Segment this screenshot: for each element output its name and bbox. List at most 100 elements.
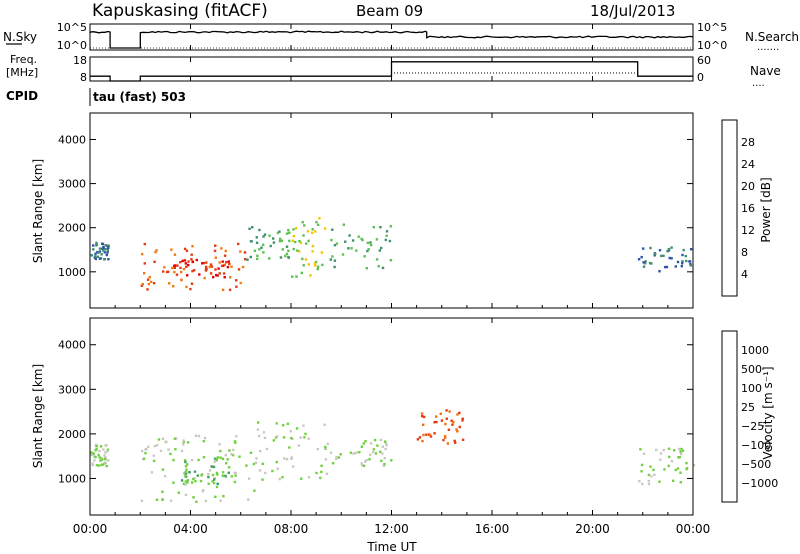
y-tick-label: 2000 — [58, 222, 86, 235]
data-cell — [330, 238, 333, 242]
data-cell — [169, 499, 173, 502]
data-cell — [153, 260, 156, 263]
data-cell — [306, 230, 310, 233]
data-cell — [647, 482, 651, 486]
power-tick-label: 8 — [741, 246, 748, 259]
data-cell — [320, 470, 323, 474]
data-cell — [98, 250, 102, 253]
data-cell — [215, 471, 219, 475]
data-cell — [329, 258, 332, 261]
data-cell — [299, 241, 303, 244]
data-cell — [315, 220, 318, 224]
data-cell — [364, 460, 367, 463]
data-cell — [216, 482, 219, 485]
data-cell — [97, 251, 100, 254]
data-cell — [344, 240, 347, 243]
data-cell — [98, 247, 102, 250]
data-cell — [183, 259, 187, 262]
data-cell — [311, 244, 315, 248]
data-cell — [658, 249, 662, 252]
data-cell — [662, 254, 665, 257]
data-cell — [264, 471, 267, 475]
data-cell — [282, 436, 286, 439]
data-cell — [323, 227, 327, 230]
data-cell — [443, 435, 447, 438]
data-cell — [174, 448, 177, 451]
data-cell — [222, 264, 225, 267]
x-tick-label: 00:00 — [676, 522, 711, 536]
data-cell — [355, 249, 358, 252]
data-cell — [195, 258, 198, 262]
data-cell — [194, 434, 198, 437]
data-cell — [365, 267, 368, 270]
data-cell — [653, 254, 656, 257]
data-cell — [298, 250, 301, 253]
data-cell — [190, 282, 194, 285]
data-cell — [350, 247, 353, 250]
data-cell — [295, 275, 298, 278]
data-cell — [154, 250, 157, 254]
data-cell — [681, 449, 685, 452]
data-cell — [218, 261, 221, 264]
data-cell — [99, 459, 102, 462]
data-cell — [167, 448, 170, 451]
data-cell — [373, 438, 377, 442]
data-cell — [247, 498, 250, 501]
data-cell — [255, 241, 259, 244]
data-cell — [271, 469, 274, 473]
data-cell — [186, 441, 190, 444]
data-cell — [216, 473, 219, 476]
data-cell — [179, 261, 182, 264]
data-cell — [152, 454, 155, 457]
sky-label: N.Sky — [3, 30, 37, 44]
data-cell — [358, 451, 361, 454]
data-cell — [104, 461, 107, 464]
data-cell — [351, 239, 355, 242]
data-cell — [655, 448, 658, 452]
data-cell — [288, 239, 291, 243]
data-cell — [222, 272, 226, 275]
data-cell — [316, 447, 319, 451]
data-cell — [107, 246, 110, 250]
data-cell — [209, 272, 213, 275]
data-cell — [456, 413, 459, 416]
data-cell — [94, 443, 98, 446]
data-cell — [195, 500, 198, 503]
data-cell — [191, 269, 194, 273]
data-cell — [285, 245, 289, 248]
data-cell — [445, 417, 448, 420]
data-cell — [101, 242, 104, 245]
data-cell — [212, 465, 216, 469]
data-cell — [637, 258, 641, 261]
data-cell — [320, 251, 324, 254]
data-cell — [104, 444, 107, 447]
data-cell — [163, 266, 166, 269]
data-cell — [383, 457, 386, 460]
data-cell — [311, 250, 314, 253]
data-cell — [228, 449, 231, 452]
data-cell — [429, 435, 433, 438]
data-cell — [208, 469, 212, 472]
data-cell — [220, 247, 223, 250]
data-cell — [214, 268, 217, 271]
data-cell — [180, 278, 183, 282]
data-cell — [388, 239, 392, 243]
data-cell — [291, 275, 294, 278]
data-cell — [278, 240, 282, 243]
data-cell — [285, 252, 289, 256]
data-cell — [303, 224, 306, 227]
data-cell — [99, 445, 103, 448]
data-cell — [309, 274, 312, 277]
data-cell — [385, 443, 388, 447]
data-cell — [372, 226, 375, 229]
data-cell — [647, 479, 650, 483]
data-cell — [288, 446, 291, 449]
data-cell — [384, 442, 388, 445]
data-cell — [372, 450, 375, 454]
data-cell — [186, 274, 189, 277]
velocity-tick-label: −500 — [741, 458, 771, 471]
search-legend-dots: ....... — [757, 42, 779, 53]
data-cell — [202, 261, 205, 265]
data-cell — [218, 272, 221, 275]
data-cell — [290, 457, 293, 460]
